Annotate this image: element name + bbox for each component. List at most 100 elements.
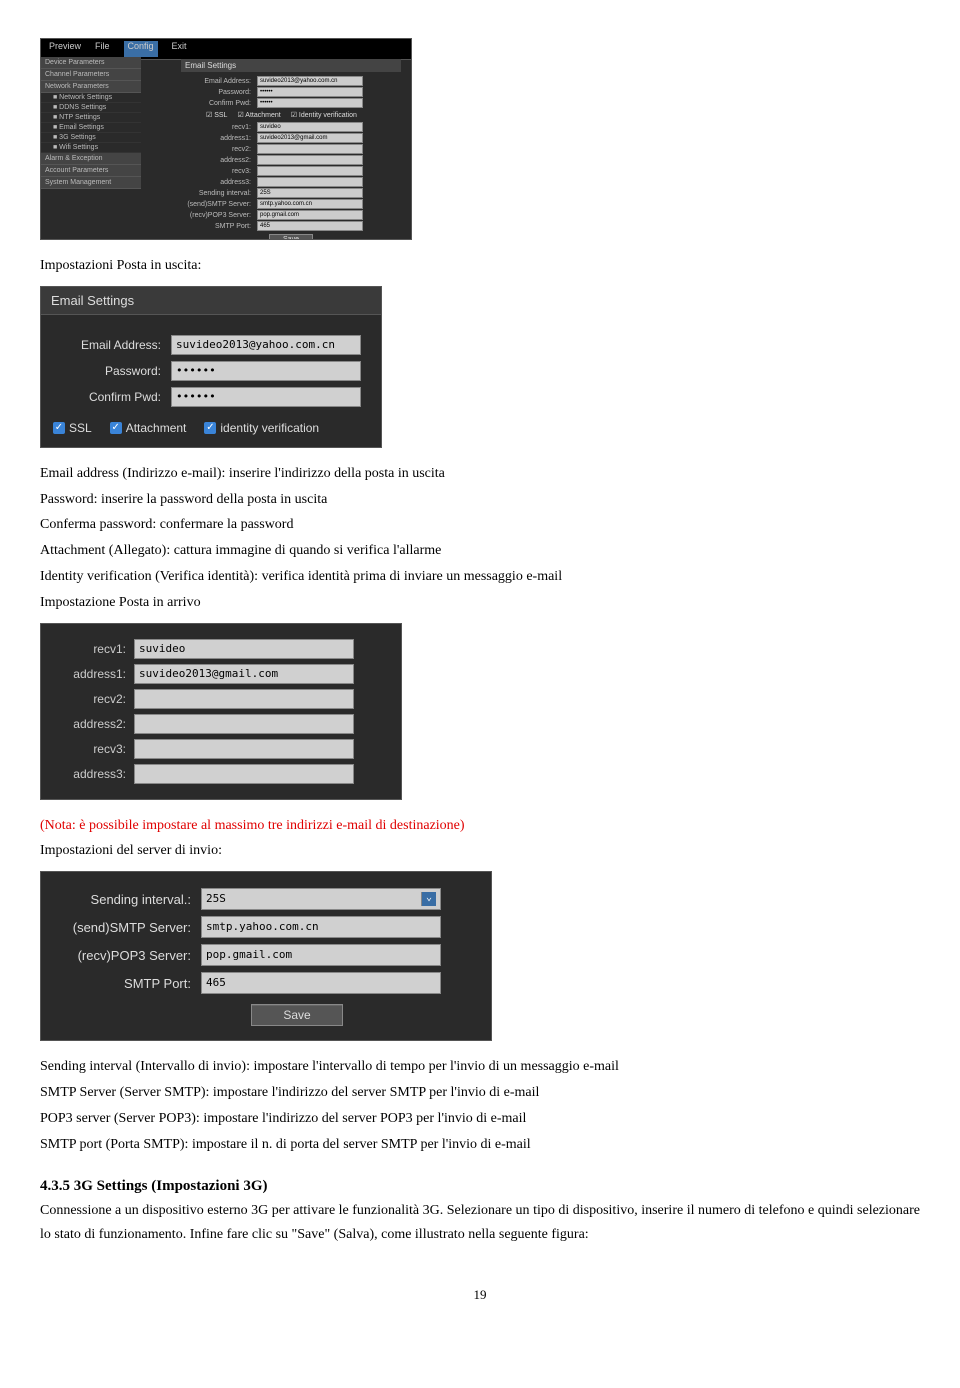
menu-item-exit[interactable]: Exit [172, 41, 187, 57]
save-button[interactable]: Save [269, 234, 313, 240]
sidebar-item[interactable]: ■ Wifi Settings [41, 143, 141, 153]
field-input[interactable] [257, 155, 363, 165]
checkbox-label: identity verification [220, 421, 319, 435]
server-description: Sending interval (Intervallo di invio): … [40, 1055, 920, 1156]
recv-settings-screenshot: recv1:suvideoaddress1:suvideo2013@gmail.… [40, 623, 402, 800]
field-input[interactable]: pop.gmail.com [201, 944, 441, 966]
sidebar-group[interactable]: Alarm & Exception [41, 153, 141, 165]
doc-line: SMTP port (Porta SMTP): impostare il n. … [40, 1133, 920, 1157]
sidebar-group[interactable]: Device Parameters [41, 57, 141, 69]
chevron-down-icon: ⌄ [421, 892, 436, 906]
field-label: recv2: [51, 692, 134, 706]
field-input[interactable] [257, 177, 363, 187]
field-label: (recv)POP3 Server: [51, 948, 201, 963]
field-input[interactable]: smtp.yahoo.com.cn [257, 199, 363, 209]
outgoing-description: Email address (Indirizzo e-mail): inseri… [40, 462, 920, 615]
sidebar-item[interactable]: ■ 3G Settings [41, 133, 141, 143]
menu-item-file[interactable]: File [95, 41, 110, 57]
page-number: 19 [40, 1287, 920, 1303]
sidebar-item[interactable]: ■ Network Settings [41, 93, 141, 103]
checkbox[interactable]: ✓ identity verification [204, 421, 319, 435]
field-label: (send)SMTP Server: [51, 920, 201, 935]
sidebar-group[interactable]: Network Parameters [41, 81, 141, 93]
sidebar: Device ParametersChannel ParametersNetwo… [41, 57, 141, 189]
doc-line: Password: inserire la password della pos… [40, 488, 920, 512]
field-label: address3: [181, 179, 257, 186]
field-input[interactable]: 465 [257, 221, 363, 231]
email-settings-panel: Email Settings Email Address:suvideo2013… [181, 59, 401, 240]
checkbox[interactable]: ✓ Attachment [110, 421, 187, 435]
field-label: Confirm Pwd: [51, 390, 171, 404]
field-label: address1: [181, 135, 257, 142]
checkbox-label: Attachment [126, 421, 187, 435]
field-label: Confirm Pwd: [181, 100, 257, 107]
heading-outgoing: Impostazioni Posta in uscita: [40, 254, 920, 278]
field-label: Email Address: [181, 78, 257, 85]
field-input[interactable] [257, 166, 363, 176]
field-input[interactable]: suvideo2013@yahoo.com.cn [257, 76, 363, 86]
field-input[interactable]: suvideo2013@gmail.com [134, 664, 354, 684]
heading-outgoing-text: Impostazioni Posta in uscita: [40, 254, 920, 278]
field-input[interactable]: pop.gmail.com [257, 210, 363, 220]
note-text: (Nota: è possibile impostare al massimo … [40, 814, 920, 838]
field-input[interactable]: •••••• [171, 387, 361, 407]
server-send-heading: Impostazioni del server di invio: [40, 839, 920, 863]
field-label: recv3: [51, 742, 134, 756]
doc-line: Conferma password: confermare la passwor… [40, 513, 920, 537]
check-icon: ✓ [53, 422, 65, 434]
field-input[interactable] [134, 689, 354, 709]
checkbox-label: SSL [69, 421, 92, 435]
field-input[interactable]: 25S [257, 188, 363, 198]
sidebar-group[interactable]: Channel Parameters [41, 69, 141, 81]
panel-title: Email Settings [181, 59, 401, 72]
field-input[interactable]: suvideo2013@gmail.com [257, 133, 363, 143]
select-field[interactable]: 25S⌄ [201, 888, 441, 910]
menu-item-config[interactable]: Config [124, 41, 158, 57]
doc-line: Impostazione Posta in arrivo [40, 591, 920, 615]
field-input[interactable]: suvideo [134, 639, 354, 659]
sidebar-item[interactable]: ■ Email Settings [41, 123, 141, 133]
section-3g-body-text: Connessione a un dispositivo esterno 3G … [40, 1199, 920, 1247]
field-input[interactable] [134, 714, 354, 734]
field-label: Password: [181, 89, 257, 96]
field-input[interactable]: 465 [201, 972, 441, 994]
checkbox[interactable]: ☑ Identity verification [291, 111, 357, 119]
field-label: recv1: [181, 124, 257, 131]
checkbox[interactable]: ✓ SSL [53, 421, 92, 435]
field-label: SMTP Port: [181, 223, 257, 230]
field-input[interactable]: smtp.yahoo.com.cn [201, 916, 441, 938]
field-label: Sending interval.: [51, 892, 201, 907]
field-input[interactable]: suvideo [257, 122, 363, 132]
field-label: address3: [51, 767, 134, 781]
field-input[interactable]: •••••• [171, 361, 361, 381]
check-icon: ✓ [110, 422, 122, 434]
section-3g-body: Connessione a un dispositivo esterno 3G … [40, 1199, 920, 1247]
field-label: Sending interval: [181, 190, 257, 197]
field-input[interactable] [134, 764, 354, 784]
field-label: recv2: [181, 146, 257, 153]
checkbox[interactable]: ☑ SSL [206, 111, 227, 119]
doc-line: POP3 server (Server POP3): impostare l'i… [40, 1107, 920, 1131]
field-input[interactable]: •••••• [257, 98, 363, 108]
check-icon: ✓ [204, 422, 216, 434]
sidebar-item[interactable]: ■ DDNS Settings [41, 103, 141, 113]
sidebar-item[interactable]: ■ NTP Settings [41, 113, 141, 123]
section-3g-title: 4.3.5 3G Settings (Impostazioni 3G) [40, 1178, 920, 1195]
sidebar-group[interactable]: Account Parameters [41, 165, 141, 177]
field-label: address2: [51, 717, 134, 731]
sidebar-group[interactable]: System Management [41, 177, 141, 189]
field-label: SMTP Port: [51, 976, 201, 991]
checkbox[interactable]: ☑ Attachment [237, 111, 280, 119]
field-input[interactable]: •••••• [257, 87, 363, 97]
doc-line: Attachment (Allegato): cattura immagine … [40, 539, 920, 563]
field-label: recv1: [51, 642, 134, 656]
doc-line: SMTP Server (Server SMTP): impostare l'i… [40, 1081, 920, 1105]
field-input[interactable]: suvideo2013@yahoo.com.cn [171, 335, 361, 355]
field-input[interactable] [257, 144, 363, 154]
field-label: (send)SMTP Server: [181, 201, 257, 208]
menu-item-preview[interactable]: Preview [49, 41, 81, 57]
field-input[interactable] [134, 739, 354, 759]
doc-line: Sending interval (Intervallo di invio): … [40, 1055, 920, 1079]
save-button[interactable]: Save [251, 1004, 343, 1026]
doc-line: Identity verification (Verifica identità… [40, 565, 920, 589]
